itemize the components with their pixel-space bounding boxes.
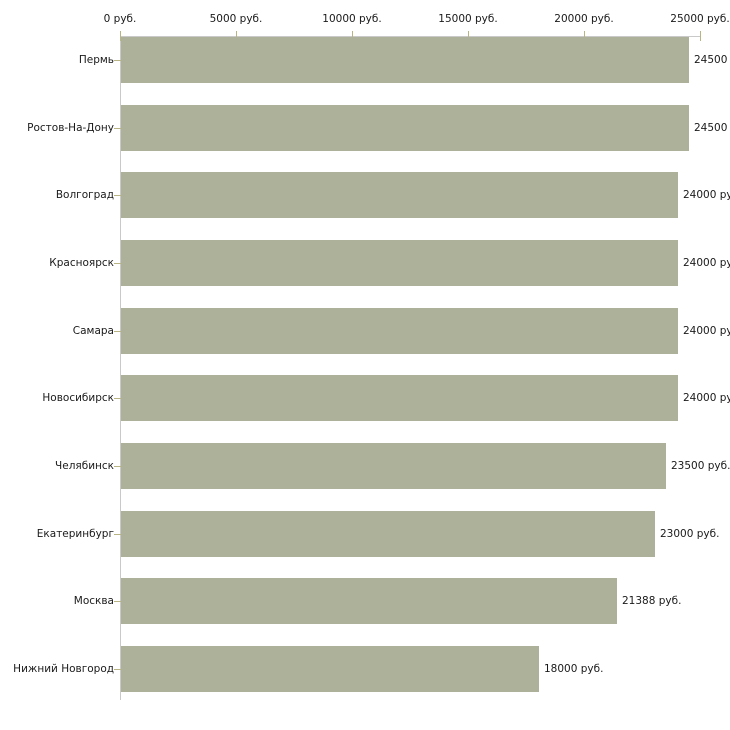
category-label: Волгоград [55, 189, 114, 201]
category-tick-mark [114, 60, 121, 61]
x-axis-tick-mark [120, 31, 121, 41]
category-label: Ростов-На-Дону [27, 122, 114, 134]
bar [121, 105, 689, 151]
value-label: 23000 руб. [660, 528, 720, 540]
category-tick-mark [114, 398, 121, 399]
value-label: 24000 руб. [683, 257, 730, 269]
category-tick-mark [114, 466, 121, 467]
value-label: 18000 руб. [544, 663, 604, 675]
category-tick-mark [114, 263, 121, 264]
category-tick-mark [114, 601, 121, 602]
value-label: 24000 руб. [683, 325, 730, 337]
x-axis-tick-mark [468, 31, 469, 41]
x-axis-tick-mark [236, 31, 237, 41]
x-axis-tick-label: 15000 руб. [438, 13, 498, 25]
value-label: 21388 руб. [622, 595, 682, 607]
bar [121, 511, 655, 557]
x-axis-tick-label: 25000 руб. [670, 13, 730, 25]
category-label: Москва [73, 595, 114, 607]
category-tick-mark [114, 669, 121, 670]
category-label: Нижний Новгород [13, 663, 114, 675]
category-label: Красноярск [49, 257, 114, 269]
y-axis-line [120, 36, 121, 700]
bar [121, 240, 678, 286]
value-label: 24000 руб. [683, 189, 730, 201]
bar [121, 646, 539, 692]
category-tick-mark [114, 331, 121, 332]
category-label: Новосибирск [42, 392, 114, 404]
value-label: 24500 руб. [694, 54, 730, 66]
bar [121, 443, 666, 489]
x-axis-tick-mark [584, 31, 585, 41]
category-tick-mark [114, 534, 121, 535]
x-axis-line [120, 36, 701, 37]
category-label: Самара [72, 325, 114, 337]
category-tick-mark [114, 128, 121, 129]
x-axis-tick-label: 20000 руб. [554, 13, 614, 25]
bar [121, 308, 678, 354]
bar [121, 172, 678, 218]
x-axis-tick-label: 0 руб. [103, 13, 137, 25]
bar [121, 37, 689, 83]
bar [121, 375, 678, 421]
x-axis-tick-mark [700, 31, 701, 41]
value-label: 23500 руб. [671, 460, 730, 472]
value-label: 24000 руб. [683, 392, 730, 404]
x-axis-tick-mark [352, 31, 353, 41]
category-tick-mark [114, 195, 121, 196]
category-label: Екатеринбург [36, 528, 114, 540]
category-label: Пермь [78, 54, 114, 66]
category-label: Челябинск [55, 460, 114, 472]
x-axis-tick-label: 5000 руб. [209, 13, 263, 25]
bar [121, 578, 617, 624]
value-label: 24500 руб. [694, 122, 730, 134]
x-axis-tick-label: 10000 руб. [322, 13, 382, 25]
